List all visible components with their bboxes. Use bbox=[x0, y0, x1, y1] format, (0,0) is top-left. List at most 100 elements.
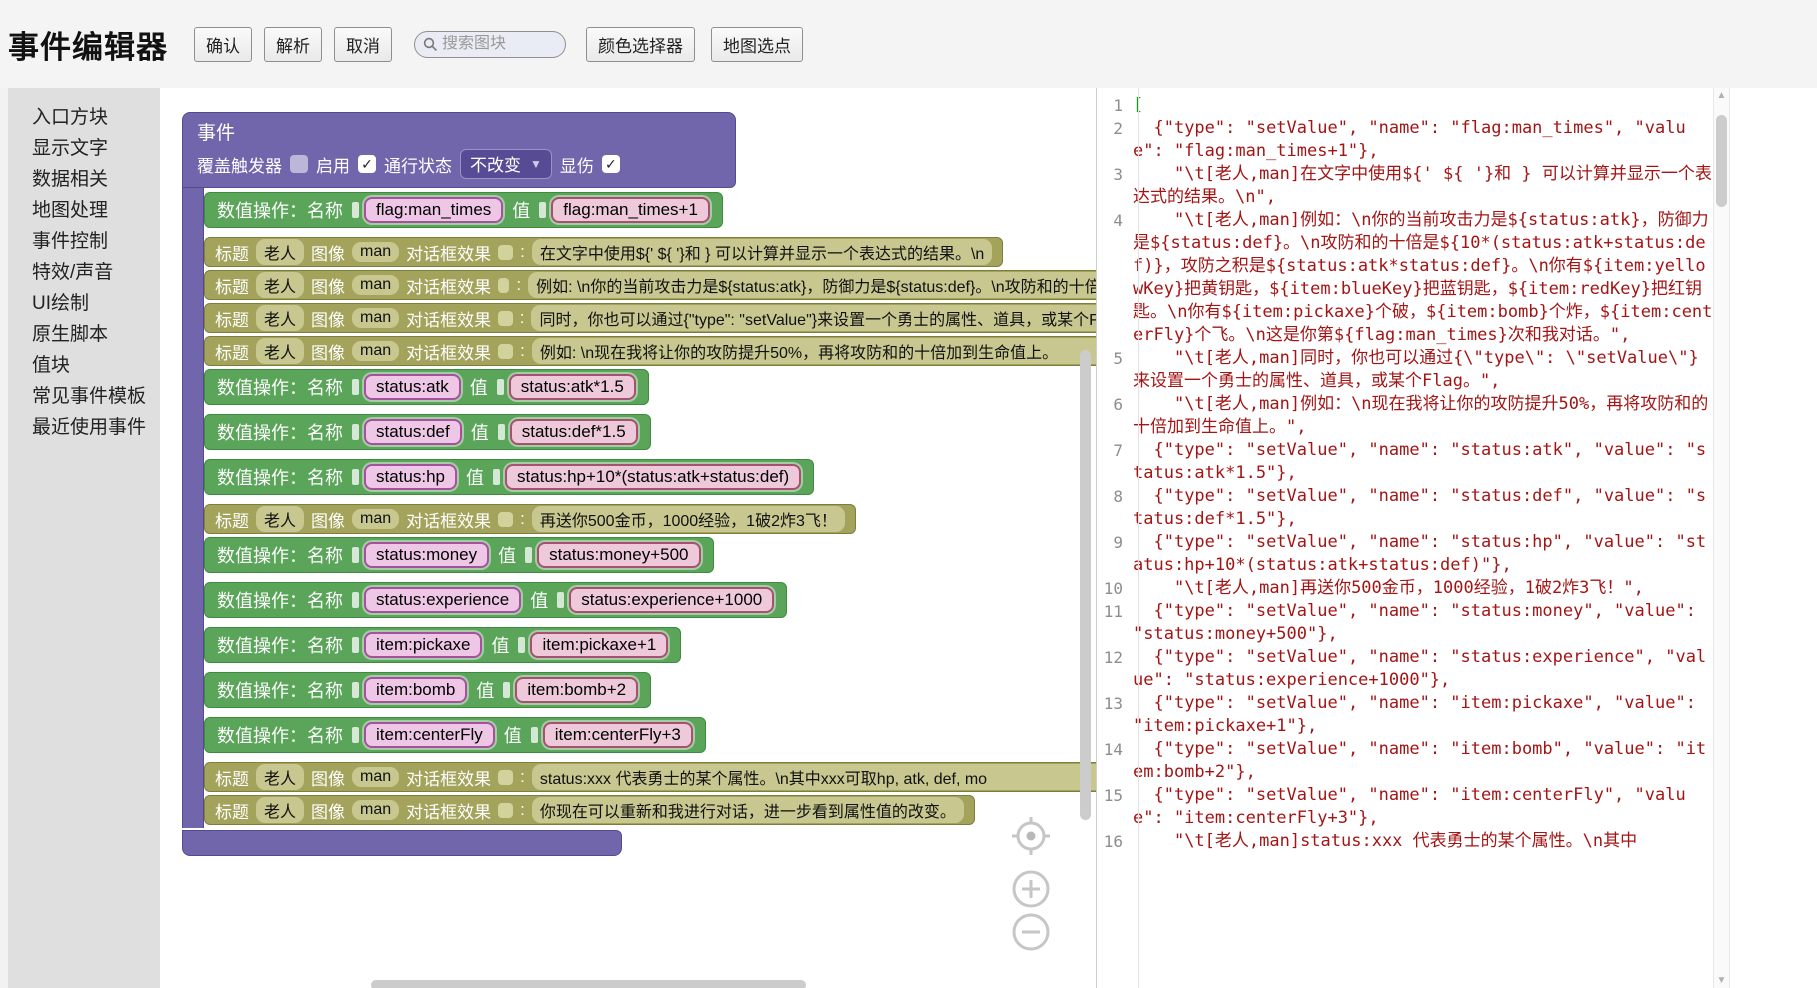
damage-checkbox[interactable] bbox=[601, 155, 620, 173]
text-content-field[interactable]: 同时，你也可以通过{"type": "setValue"}来设置一个勇士的属性、… bbox=[531, 305, 1096, 331]
name-value-chip[interactable]: status:experience bbox=[364, 587, 522, 613]
image-field[interactable]: man bbox=[352, 275, 400, 295]
value-expression-chip[interactable]: item:pickaxe+1 bbox=[530, 632, 669, 658]
show-text-block[interactable]: 标题 老人 图像 man 对话框效果 : status:xxx 代表勇士的某个属… bbox=[204, 762, 1096, 792]
setvalue-block[interactable]: 数值操作：名称 flag:man_times 值 flag:man_times+… bbox=[204, 192, 723, 228]
image-field[interactable]: man bbox=[352, 308, 400, 328]
name-value-chip[interactable]: status:hp bbox=[364, 464, 457, 490]
event-block-header[interactable]: 事件 覆盖触发器 启用 通行状态 不改变 ▼ 显伤 bbox=[182, 112, 736, 188]
setvalue-block[interactable]: 数值操作：名称 item:pickaxe 值 item:pickaxe+1 bbox=[204, 627, 682, 663]
json-code-editor[interactable]: 1 [ 2 {"type": "setValue", "name": "flag… bbox=[1101, 94, 1713, 986]
name-value-chip[interactable]: item:pickaxe bbox=[364, 632, 483, 658]
code-scrollbar[interactable]: ▲ ▼ bbox=[1713, 88, 1730, 988]
dialog-effect-checkbox[interactable] bbox=[498, 511, 514, 527]
dialog-effect-checkbox[interactable] bbox=[498, 310, 513, 326]
show-text-block[interactable]: 标题 老人 图像 man 对话框效果 : 例如: \n你的当前攻击力是${sta… bbox=[204, 270, 1096, 300]
setvalue-block[interactable]: 数值操作：名称 status:experience 值 status:exper… bbox=[204, 582, 788, 618]
toolbox-category[interactable]: 事件控制 bbox=[32, 231, 109, 252]
enable-checkbox[interactable] bbox=[358, 155, 376, 173]
dialog-effect-checkbox[interactable] bbox=[498, 769, 514, 785]
parse-button[interactable]: 解析 bbox=[264, 26, 322, 62]
title-field[interactable]: 老人 bbox=[256, 305, 305, 331]
image-field[interactable]: man bbox=[352, 341, 400, 361]
line-number: 16 bbox=[1103, 832, 1123, 851]
value-expression-chip[interactable]: status:hp+10*(status:atk+status:def) bbox=[505, 464, 802, 490]
trigger-checkbox[interactable] bbox=[290, 155, 308, 173]
search-input[interactable] bbox=[442, 35, 552, 53]
show-text-block[interactable]: 标题 老人 图像 man 对话框效果 : 你现在可以重新和我进行对话，进一步看到… bbox=[204, 795, 975, 825]
value-expression-chip[interactable]: status:atk*1.5 bbox=[508, 374, 636, 400]
setvalue-block[interactable]: 数值操作：名称 status:atk 值 status:atk*1.5 bbox=[204, 369, 649, 405]
setvalue-block[interactable]: 数值操作：名称 status:hp 值 status:hp+10*(status… bbox=[204, 459, 815, 495]
name-value-chip[interactable]: status:money bbox=[364, 542, 490, 568]
toolbox-category[interactable]: 值块 bbox=[32, 355, 71, 376]
image-label: 图像 bbox=[311, 769, 346, 789]
value-expression-chip[interactable]: status:money+500 bbox=[537, 542, 701, 568]
show-text-block[interactable]: 标题 老人 图像 man 对话框效果 : 同时，你也可以通过{"type": "… bbox=[204, 303, 1096, 333]
name-value-chip[interactable]: item:bomb bbox=[364, 677, 468, 703]
toolbox-category[interactable]: 最近使用事件 bbox=[32, 417, 147, 438]
title-field[interactable]: 老人 bbox=[256, 797, 305, 823]
toolbox-category[interactable]: 显示文字 bbox=[32, 138, 109, 159]
zoom-in-button[interactable] bbox=[1010, 868, 1052, 910]
value-expression-chip[interactable]: status:def*1.5 bbox=[509, 419, 638, 445]
toolbox-category[interactable]: 数据相关 bbox=[32, 169, 109, 190]
value-expression-chip[interactable]: status:experience+1000 bbox=[569, 587, 775, 613]
cancel-button[interactable]: 取消 bbox=[334, 26, 392, 62]
show-text-block[interactable]: 标题 老人 图像 man 对话框效果 : 再送你500金币，1000经验，1破2… bbox=[204, 504, 856, 534]
name-value-chip[interactable]: status:atk bbox=[364, 374, 461, 400]
setvalue-block[interactable]: 数值操作：名称 status:money 值 status:money+500 bbox=[204, 537, 714, 573]
toolbox-category[interactable]: 常见事件模板 bbox=[32, 386, 147, 407]
title-field[interactable]: 老人 bbox=[256, 764, 305, 790]
title-field[interactable]: 老人 bbox=[256, 272, 305, 298]
text-content-field[interactable]: 你现在可以重新和我进行对话，进一步看到属性值的改变。 bbox=[531, 797, 964, 823]
show-text-block[interactable]: 标题 老人 图像 man 对话框效果 : 例如: \n现在我将让你的攻防提升50… bbox=[204, 336, 1096, 366]
image-field[interactable]: man bbox=[352, 509, 400, 529]
title-field[interactable]: 老人 bbox=[256, 506, 305, 532]
pass-state-dropdown[interactable]: 不改变 ▼ bbox=[460, 149, 552, 179]
map-pick-button[interactable]: 地图选点 bbox=[711, 26, 803, 62]
value-expression-chip[interactable]: item:bomb+2 bbox=[515, 677, 639, 703]
show-text-block[interactable]: 标题 老人 图像 man 对话框效果 : 在文字中使用${' ${ '}和 } … bbox=[204, 237, 1004, 267]
input-socket bbox=[518, 637, 526, 653]
dialog-effect-checkbox[interactable] bbox=[498, 802, 514, 818]
title-field[interactable]: 老人 bbox=[256, 239, 305, 265]
scroll-down-arrow-icon[interactable]: ▼ bbox=[1716, 975, 1727, 986]
text-content-field[interactable]: 在文字中使用${' ${ '}和 } 可以计算并显示一个表达式的结果。\n bbox=[531, 239, 993, 265]
workspace-vertical-scrollbar[interactable] bbox=[1080, 350, 1091, 820]
text-content-field[interactable]: 再送你500金币，1000经验，1破2炸3飞！ bbox=[531, 506, 845, 532]
image-field[interactable]: man bbox=[352, 767, 400, 787]
scroll-up-arrow-icon[interactable]: ▲ bbox=[1716, 90, 1727, 101]
name-value-chip[interactable]: status:def bbox=[364, 419, 462, 445]
name-value-chip[interactable]: flag:man_times bbox=[364, 197, 504, 223]
zoom-out-button[interactable] bbox=[1010, 911, 1052, 953]
blockly-workspace[interactable]: 事件 覆盖触发器 启用 通行状态 不改变 ▼ 显伤 数值操作：名称 flag:m… bbox=[160, 88, 1096, 988]
dialog-effect-checkbox[interactable] bbox=[498, 277, 510, 293]
toolbox-category[interactable]: 入口方块 bbox=[32, 107, 109, 128]
text-content-field[interactable]: status:xxx 代表勇士的某个属性。\n其中xxx可取hp, atk, d… bbox=[531, 764, 1096, 790]
color-picker-button[interactable]: 颜色选择器 bbox=[586, 26, 695, 62]
title-field[interactable]: 老人 bbox=[256, 338, 305, 364]
event-block[interactable]: 事件 覆盖触发器 启用 通行状态 不改变 ▼ 显伤 数值操作：名称 flag:m… bbox=[182, 112, 1096, 856]
workspace-horizontal-scrollbar[interactable] bbox=[371, 980, 806, 988]
setvalue-block[interactable]: 数值操作：名称 item:bomb 值 item:bomb+2 bbox=[204, 672, 652, 708]
text-content-field[interactable]: 例如: \n现在我将让你的攻防提升50%，再将攻防和的十倍加到生命值上。 bbox=[531, 338, 1096, 364]
toolbox-category[interactable]: UI绘制 bbox=[32, 293, 90, 314]
image-field[interactable]: man bbox=[352, 242, 400, 262]
zoom-reset-target-button[interactable] bbox=[1010, 815, 1052, 857]
confirm-button[interactable]: 确认 bbox=[194, 26, 252, 62]
setvalue-block[interactable]: 数值操作：名称 item:centerFly 值 item:centerFly+… bbox=[204, 717, 706, 753]
block-search-box[interactable] bbox=[414, 30, 566, 58]
dialog-effect-checkbox[interactable] bbox=[498, 343, 514, 359]
toolbox-category[interactable]: 特效/声音 bbox=[32, 262, 114, 283]
dialog-effect-checkbox[interactable] bbox=[498, 244, 514, 260]
value-expression-chip[interactable]: flag:man_times+1 bbox=[551, 197, 710, 223]
code-scrollbar-thumb[interactable] bbox=[1716, 115, 1727, 207]
toolbox-category[interactable]: 地图处理 bbox=[32, 200, 109, 221]
value-expression-chip[interactable]: item:centerFly+3 bbox=[542, 722, 693, 748]
setvalue-block[interactable]: 数值操作：名称 status:def 值 status:def*1.5 bbox=[204, 414, 651, 450]
name-value-chip[interactable]: item:centerFly bbox=[364, 722, 495, 748]
image-field[interactable]: man bbox=[352, 800, 400, 820]
text-content-field[interactable]: 例如: \n你的当前攻击力是${status:atk}，防御力是${status… bbox=[528, 272, 1096, 298]
toolbox-category[interactable]: 原生脚本 bbox=[32, 324, 109, 345]
